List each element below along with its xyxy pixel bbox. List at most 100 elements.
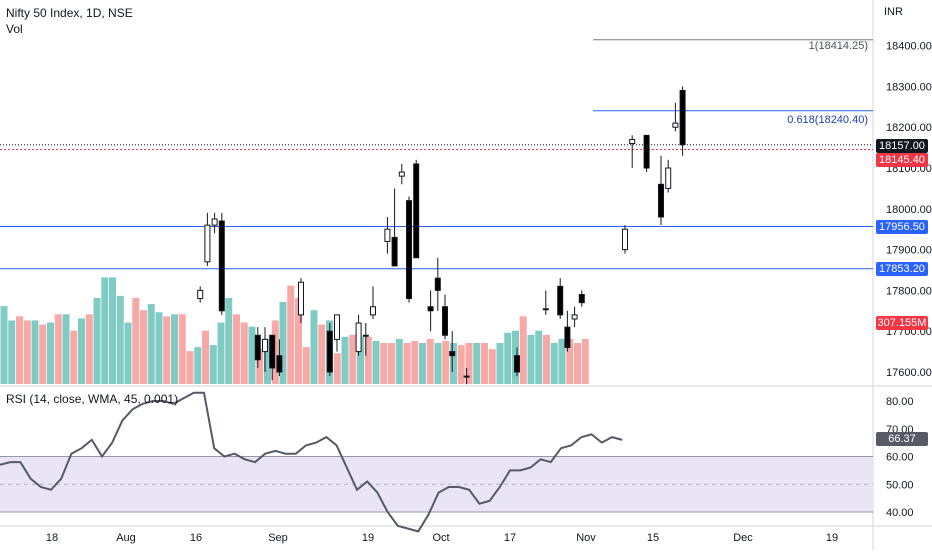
volume-bar: [535, 330, 543, 384]
candle-body: [355, 322, 362, 353]
volume-bar: [31, 320, 39, 384]
volume-bar: [527, 334, 535, 384]
support-2-tag: 17853.20: [876, 262, 928, 276]
time-tick-label: 17: [504, 532, 516, 544]
volume-bar: [473, 343, 481, 384]
volume-bar: [550, 343, 558, 384]
symbol-title[interactable]: Nifty 50 Index, 1D, NSE: [6, 6, 133, 20]
volume-bar: [240, 322, 248, 384]
candle-body: [406, 200, 412, 300]
volume-bar: [488, 349, 496, 384]
time-tick-label: Nov: [576, 532, 596, 544]
price-tick-label: 17900.00: [886, 245, 932, 257]
volume-bar: [333, 353, 341, 384]
candle-body: [326, 330, 333, 373]
time-tick-label: 15: [647, 532, 659, 544]
candle-body: [643, 134, 650, 169]
volume-bar: [8, 320, 16, 384]
volume-bar: [225, 297, 233, 384]
volume-bar: [163, 316, 171, 384]
volume-bar: [519, 316, 527, 384]
candle-body: [672, 122, 679, 128]
volume-bar: [481, 343, 488, 384]
candle-body: [276, 355, 283, 373]
candle-body: [542, 308, 549, 311]
candle-body: [398, 171, 405, 177]
volume-bar: [47, 322, 54, 384]
volume-bar: [0, 306, 8, 384]
candle-body: [629, 138, 636, 145]
price-tick-label: 17800.00: [886, 285, 932, 297]
volume-bar: [16, 316, 23, 384]
volume-bar: [264, 338, 271, 384]
volume-bar: [581, 338, 589, 384]
volume-bar: [155, 312, 163, 384]
volume-bar: [217, 322, 225, 384]
candle-body: [262, 338, 268, 353]
volume-bar: [457, 345, 465, 384]
volume-bar: [349, 334, 357, 384]
volume-bar: [302, 347, 310, 384]
volume-bar: [93, 297, 101, 384]
volume-bar: [85, 314, 93, 384]
volume-bar: [78, 318, 85, 384]
rsi-line: [0, 391, 623, 533]
candle-body: [571, 314, 578, 320]
support-1-tag: 17956.50: [876, 220, 928, 234]
volume-bar: [442, 340, 450, 384]
candle-body: [384, 228, 391, 242]
candle-body: [413, 163, 420, 259]
price-tick-label: 18000.00: [886, 204, 932, 216]
price-tick-label: 17600.00: [886, 367, 932, 379]
candle-body: [218, 220, 225, 312]
volume-bar: [109, 277, 116, 384]
candle-body: [298, 281, 304, 316]
price-tick-label: 18300.00: [886, 81, 932, 93]
candle-body: [197, 289, 204, 300]
volume-bar: [411, 340, 419, 384]
volume-legend[interactable]: Vol: [6, 22, 23, 36]
volume-bar: [101, 277, 109, 384]
rsi-tick-label: 60.00: [886, 452, 914, 464]
volume-bar: [574, 343, 581, 384]
rsi-tick-label: 40.00: [886, 507, 914, 519]
volume-bar: [380, 343, 388, 384]
candle-body: [427, 306, 434, 312]
candle-body: [514, 355, 520, 373]
volume-bar: [357, 336, 364, 384]
rsi-value-tag: 66.37: [876, 432, 928, 446]
volume-bar: [465, 343, 473, 384]
candle-layer: [197, 86, 686, 385]
time-tick-label: Aug: [116, 532, 136, 544]
time-tick-label: 19: [362, 532, 374, 544]
volume-bar: [202, 330, 209, 384]
volume-bar: [54, 314, 62, 384]
volume-bar: [140, 310, 147, 384]
volume-bar: [279, 302, 287, 384]
rsi-legend[interactable]: RSI (14, close, WMA, 45, 0.001): [6, 392, 179, 406]
volume-bar: [419, 343, 426, 384]
volume-bar: [124, 322, 132, 384]
volume-bar: [403, 343, 411, 384]
volume-bar: [450, 343, 457, 384]
volume-bar: [248, 326, 256, 384]
volume-bar: [116, 295, 124, 384]
prev-line-tag: 18145.40: [876, 153, 928, 167]
candle-body: [204, 224, 211, 263]
last-price-tag: 18157.00: [876, 139, 928, 153]
rsi-tick-label: 80.00: [886, 396, 914, 408]
candle-body: [658, 183, 664, 218]
candle-body: [370, 306, 376, 316]
volume-bar: [70, 330, 78, 384]
volume-bar: [271, 320, 279, 384]
candle-body: [564, 326, 571, 349]
candle-body: [334, 314, 340, 340]
volume-bar: [504, 332, 512, 384]
candle-body: [622, 228, 628, 251]
volume-bar: [194, 347, 202, 384]
volume-bar: [186, 351, 194, 384]
volume-bar: [426, 338, 434, 384]
candle-body: [442, 306, 448, 336]
volume-bar: [287, 285, 295, 384]
